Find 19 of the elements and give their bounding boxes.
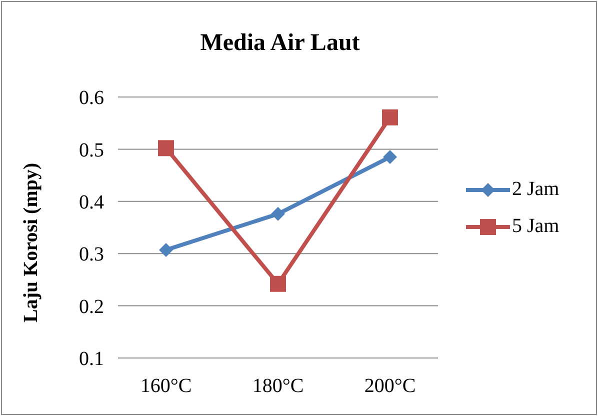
point: [382, 109, 398, 126]
legend-label: 5 Jam: [512, 215, 560, 238]
x-tick-label: 180°C: [252, 375, 304, 398]
point: [158, 140, 174, 156]
y-tick-label: 0.5: [79, 139, 104, 162]
x-tick-label: 200°C: [364, 375, 416, 398]
point: [383, 150, 397, 164]
x-tick-label: 160°C: [140, 375, 192, 398]
point: [271, 206, 285, 221]
y-tick-label: 0.6: [79, 87, 104, 110]
y-tick-label: 0.2: [79, 296, 104, 318]
y-tick-label: 0.4: [79, 192, 104, 214]
legend-label: 2 Jam: [512, 178, 560, 201]
point: [159, 242, 173, 257]
point: [270, 276, 286, 292]
y-axis-title: Laju Korosi (mpy): [20, 162, 42, 322]
y-tick-label: 0.3: [79, 244, 104, 266]
chart-title: Media Air Laut: [199, 30, 361, 57]
y-tick-label: 0.1: [79, 348, 104, 370]
